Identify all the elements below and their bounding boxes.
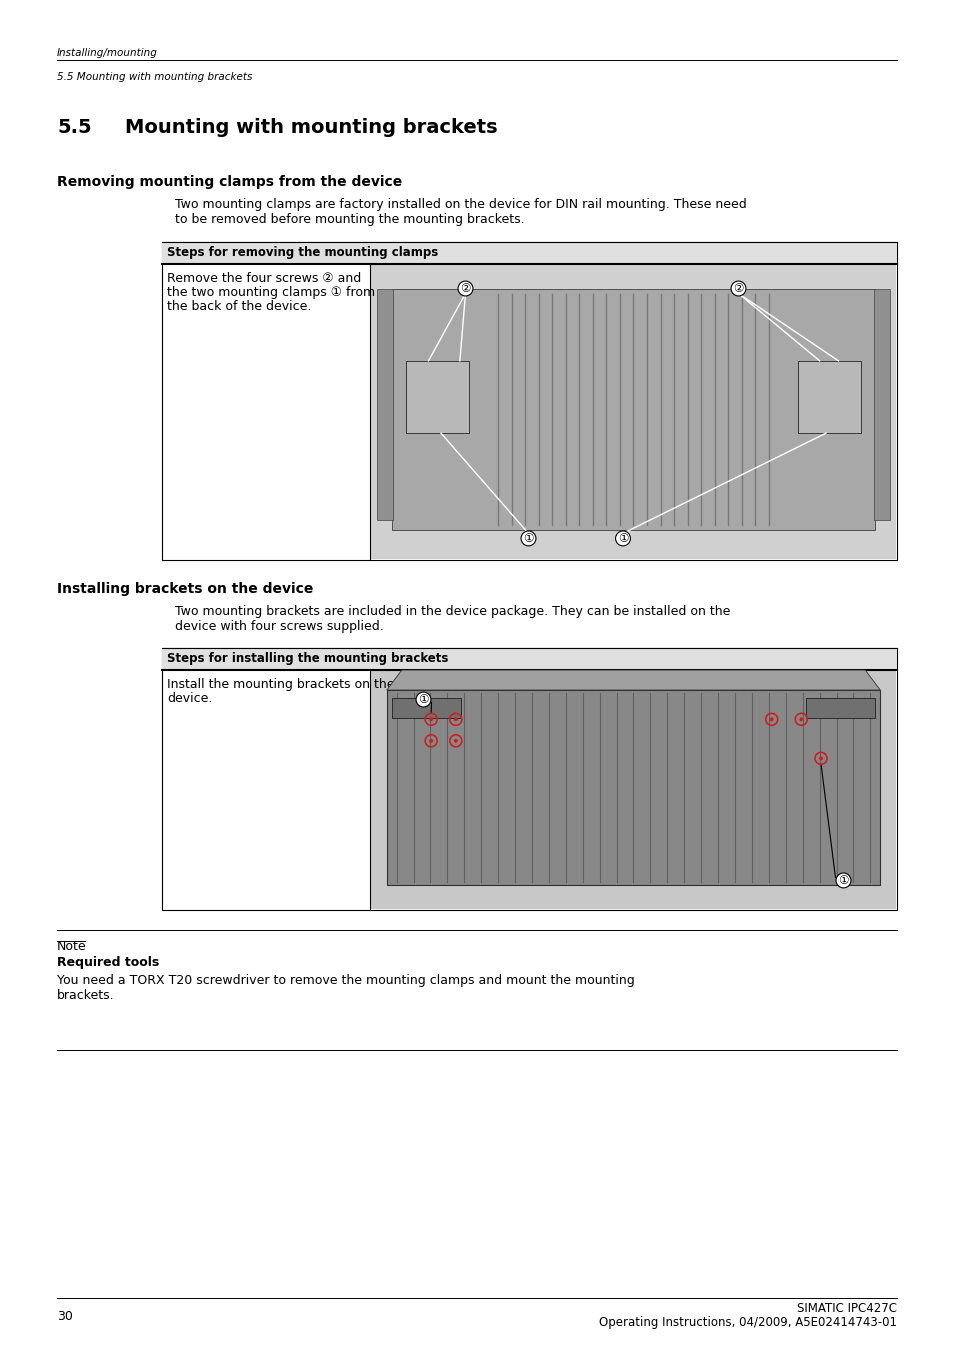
Text: to be removed before mounting the mounting brackets.: to be removed before mounting the mounti… [174, 213, 524, 225]
Text: Two mounting clamps are factory installed on the device for DIN rail mounting. T: Two mounting clamps are factory installe… [174, 198, 746, 211]
Text: Steps for removing the mounting clamps: Steps for removing the mounting clamps [167, 246, 437, 259]
Text: 5.5 Mounting with mounting brackets: 5.5 Mounting with mounting brackets [57, 72, 253, 82]
Text: device.: device. [167, 693, 213, 705]
Text: Operating Instructions, 04/2009, A5E02414743-01: Operating Instructions, 04/2009, A5E0241… [598, 1316, 896, 1328]
Circle shape [454, 738, 457, 742]
Bar [805, 698, 874, 718]
Text: You need a TORX T20 screwdriver to remove the mounting clamps and mount the moun: You need a TORX T20 screwdriver to remov… [57, 973, 634, 987]
Circle shape [799, 717, 802, 721]
Bar [376, 289, 393, 520]
Text: Required tools: Required tools [57, 956, 159, 969]
Text: Note: Note [57, 940, 87, 953]
Text: the back of the device.: the back of the device. [167, 300, 311, 313]
Circle shape [454, 717, 457, 721]
Text: ①: ① [838, 873, 848, 887]
Text: device with four screws supplied.: device with four screws supplied. [174, 620, 383, 633]
Polygon shape [386, 670, 880, 690]
Circle shape [429, 717, 433, 721]
Text: Two mounting brackets are included in the device package. They can be installed : Two mounting brackets are included in th… [174, 605, 730, 618]
Text: Steps for installing the mounting brackets: Steps for installing the mounting bracke… [167, 652, 448, 666]
Text: ①: ① [618, 532, 628, 545]
Text: Mounting with mounting brackets: Mounting with mounting brackets [125, 117, 497, 136]
Bar [162, 242, 896, 560]
Bar [386, 690, 880, 886]
Text: Remove the four screws ② and: Remove the four screws ② and [167, 271, 361, 285]
Text: 30: 30 [57, 1310, 72, 1323]
Text: ①: ① [417, 693, 428, 706]
Text: Installing/mounting: Installing/mounting [57, 49, 157, 58]
Text: ①: ① [522, 532, 533, 545]
Text: Install the mounting brackets on the: Install the mounting brackets on the [167, 678, 395, 691]
Bar [873, 289, 889, 520]
Text: brackets.: brackets. [57, 990, 114, 1002]
Text: Installing brackets on the device: Installing brackets on the device [57, 582, 313, 595]
Text: Removing mounting clamps from the device: Removing mounting clamps from the device [57, 176, 402, 189]
Bar [162, 242, 896, 265]
Bar [371, 671, 895, 909]
Text: 5.5: 5.5 [57, 117, 91, 136]
Bar [406, 360, 469, 433]
Bar [162, 648, 896, 670]
Bar [392, 698, 460, 718]
Bar [162, 648, 896, 910]
Text: ②: ② [733, 282, 743, 296]
Bar [797, 360, 860, 433]
Text: the two mounting clamps ① from: the two mounting clamps ① from [167, 286, 375, 298]
Circle shape [819, 756, 822, 760]
Circle shape [429, 738, 433, 742]
Text: SIMATIC IPC427C: SIMATIC IPC427C [796, 1301, 896, 1315]
Circle shape [769, 717, 773, 721]
Bar [392, 289, 874, 529]
Text: ②: ② [459, 282, 470, 296]
Bar [371, 265, 895, 559]
